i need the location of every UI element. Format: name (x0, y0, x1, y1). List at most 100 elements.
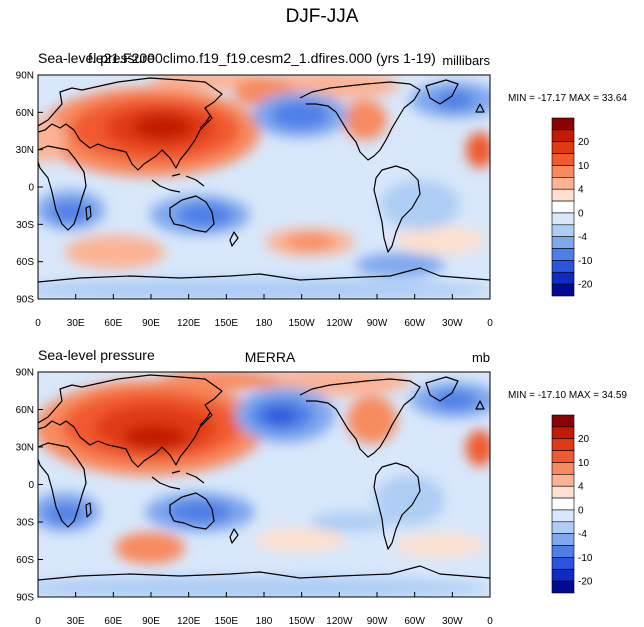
panel-units-label: millibars (442, 53, 490, 68)
colorbar-label: 10 (578, 161, 590, 172)
lat-tick-label: 60S (16, 257, 34, 268)
panel-left-label: Sea-level pressure (38, 347, 155, 363)
pressure-field (38, 75, 490, 299)
colorbar-swatch (551, 557, 575, 570)
lon-tick-label: 0 (35, 318, 41, 329)
lon-axis: 0 30E 60E 90E 120E 150E 180 150W 120W 90W 60W 30W 0 (35, 592, 493, 627)
colorbar-label: -10 (578, 553, 593, 564)
colorbar-swatch (551, 141, 575, 154)
lon-tick-label: 150E (215, 318, 239, 329)
lat-tick-label: 90N (16, 71, 34, 82)
lon-tick-label: 120E (177, 318, 201, 329)
lat-tick-label: 60N (16, 108, 34, 119)
colorbar-swatch (551, 521, 575, 534)
lon-tick-label: 0 (487, 616, 493, 627)
lon-tick-label: 60E (104, 616, 122, 627)
colorbar-swatch (551, 224, 575, 237)
colorbar-swatch (551, 177, 575, 190)
colorbar-swatch (551, 200, 575, 214)
lon-tick-label: 90W (367, 318, 388, 329)
lat-tick-label: 30S (16, 220, 34, 231)
colorbar-swatch (551, 188, 575, 202)
lon-tick-label: 30E (67, 318, 85, 329)
lon-tick-label: 180 (256, 616, 273, 627)
lat-tick-label: 60N (16, 405, 34, 416)
colorbar-label: 4 (578, 185, 584, 196)
colorbar-label: 4 (578, 482, 584, 493)
panel-units-label: mb (472, 350, 490, 365)
colorbar-label: -20 (578, 280, 593, 291)
lat-tick-label: 90S (16, 593, 34, 604)
panel-center-label: MERRA (245, 349, 296, 365)
colorbar-label: -20 (578, 577, 593, 588)
colorbar-swatch (551, 568, 575, 582)
colorbar-swatch (551, 462, 575, 475)
coastlines (38, 77, 490, 283)
colorbar-swatch (551, 271, 575, 285)
colorbar-swatch (551, 414, 575, 428)
colorbar-label: -10 (578, 256, 593, 267)
lat-axis: 90N 60N 30N 0 30S 60S 90S (16, 71, 43, 306)
panel-min-max: MIN = -17.10 MAX = 34.59 (508, 390, 627, 401)
lon-tick-label: 150E (215, 616, 239, 627)
panel-left-label: Sea-level pressure (38, 50, 155, 66)
lon-tick-label: 0 (35, 616, 41, 627)
colorbar-swatch (551, 165, 575, 178)
lon-tick-label: 30E (67, 616, 85, 627)
colorbar-swatch (551, 129, 575, 143)
colorbar-swatch (551, 474, 575, 487)
colorbar-swatch (551, 283, 575, 297)
lat-tick-label: 0 (28, 183, 34, 194)
colorbar-swatch (551, 153, 575, 166)
colorbar-swatch (551, 438, 575, 451)
lon-tick-label: 30W (442, 318, 463, 329)
lon-tick-label: 60W (404, 318, 425, 329)
colorbar-swatch (551, 485, 575, 499)
lat-tick-label: 30N (16, 145, 34, 156)
colorbar-swatch (551, 117, 575, 131)
lon-tick-label: 90E (142, 318, 160, 329)
lon-tick-label: 150W (289, 318, 316, 329)
panel-center-label: f.e21.F2000climo.f19_f19.cesm2_1.dfires.… (88, 50, 436, 66)
lat-axis: 90N 60N 30N 0 30S 60S 90S (16, 368, 43, 604)
colorbar-label: -4 (578, 232, 587, 243)
colorbar-swatch (551, 580, 575, 594)
lon-axis: 0 30E 60E 90E 120E 150E 180 150W 120W 90W 60W 30W 0 (35, 294, 493, 329)
lon-tick-label: 120E (177, 616, 201, 627)
colorbar: 20 10 4 0 -4 -10 -20 (551, 414, 593, 594)
colorbar-swatch (551, 533, 575, 546)
colorbar-swatch (551, 509, 575, 523)
colorbar-label: 20 (578, 434, 590, 445)
lon-tick-label: 120W (326, 616, 353, 627)
figure-title: DJF-JJA (286, 6, 359, 27)
colorbar-swatch (551, 212, 575, 226)
pressure-field (38, 372, 490, 597)
lon-tick-label: 180 (256, 318, 273, 329)
lon-tick-label: 120W (326, 318, 353, 329)
colorbar: 20 10 4 0 -4 -10 -20 (551, 117, 593, 297)
lon-tick-label: 60E (104, 318, 122, 329)
map-panel-merra: Sea-level pressure MERRA mb MIN = -17.10… (16, 347, 628, 627)
lat-tick-label: 30N (16, 443, 34, 454)
lat-tick-label: 60S (16, 555, 34, 566)
colorbar-label: -4 (578, 529, 587, 540)
lon-tick-label: 90E (142, 616, 160, 627)
map-panel-model: Sea-level pressure f.e21.F2000climo.f19_… (16, 50, 628, 329)
colorbar-swatch (551, 545, 575, 558)
lat-tick-label: 90N (16, 368, 34, 379)
colorbar-swatch (551, 236, 575, 249)
colorbar-swatch (551, 426, 575, 440)
lon-tick-label: 30W (442, 616, 463, 627)
colorbar-swatch (551, 497, 575, 511)
colorbar-swatch (551, 260, 575, 273)
colorbar-swatch (551, 450, 575, 463)
colorbar-label: 0 (578, 208, 584, 219)
lat-tick-label: 0 (28, 480, 34, 491)
lon-tick-label: 0 (487, 318, 493, 329)
colorbar-label: 10 (578, 458, 590, 469)
panel-min-max: MIN = -17.17 MAX = 33.64 (508, 93, 627, 104)
colorbar-label: 20 (578, 137, 590, 148)
lon-tick-label: 90W (367, 616, 388, 627)
colorbar-label: 0 (578, 505, 584, 516)
